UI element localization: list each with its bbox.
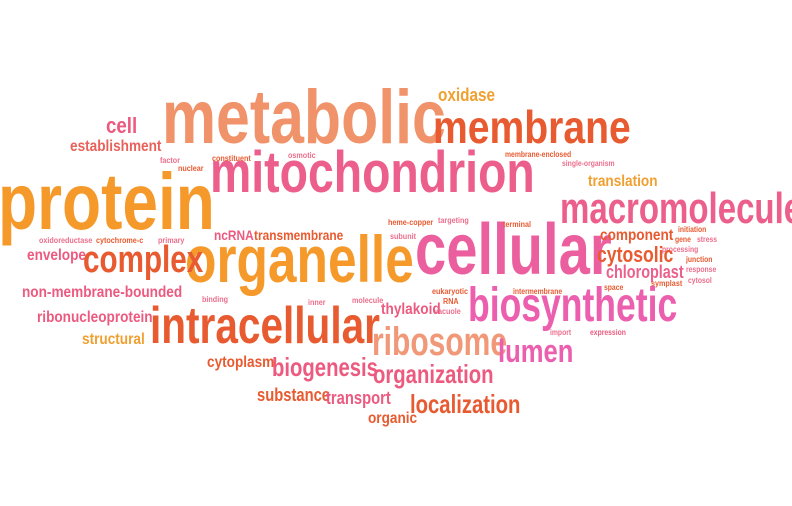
- word-inner: inner: [308, 298, 326, 307]
- word-intracellular: intracellular: [150, 297, 380, 355]
- word-translation: translation: [588, 173, 658, 190]
- word-organic: organic: [368, 410, 418, 427]
- word-envelope: envelope: [27, 247, 86, 264]
- word-single-organism: single-organism: [562, 159, 615, 168]
- word-binding: binding: [202, 295, 229, 304]
- word-factor: factor: [160, 156, 181, 165]
- word-membrane-enclosed: membrane-enclosed: [505, 150, 572, 159]
- word-membrane: membrane: [433, 101, 631, 153]
- word-osmotic: osmotic: [288, 151, 316, 160]
- word-cytosolic: cytosolic: [597, 242, 674, 267]
- word-intermembrane: intermembrane: [513, 287, 563, 296]
- word-stress: stress: [697, 235, 718, 244]
- word-junction: junction: [686, 255, 713, 264]
- word-molecule: molecule: [352, 296, 384, 305]
- word-transport: transport: [326, 388, 391, 408]
- word-structural: structural: [82, 331, 145, 348]
- word-ncrna: ncRNA: [214, 227, 254, 243]
- word-cytoplasm: cytoplasm: [207, 354, 275, 371]
- word-metabolic: metabolic: [162, 75, 446, 160]
- word-cell: cell: [106, 113, 138, 138]
- word-organization: organization: [373, 359, 494, 389]
- word-targeting: targeting: [438, 216, 469, 225]
- word-space: space: [604, 283, 624, 292]
- word-non-membrane-bounded: non-membrane-bounded: [22, 284, 183, 301]
- word-nuclear: nuclear: [178, 164, 204, 173]
- word-terminal: terminal: [503, 220, 532, 229]
- word-biogenesis: biogenesis: [272, 352, 378, 382]
- word-expression: expression: [590, 328, 626, 337]
- word-vacuole: vacuole: [434, 307, 461, 316]
- word-subunit: subunit: [390, 232, 417, 241]
- word-organelle: organelle: [185, 222, 414, 296]
- word-gene: gene: [675, 235, 691, 244]
- word-oxidase: oxidase: [438, 85, 495, 105]
- word-cytosol: cytosol: [688, 276, 712, 285]
- word-import: import: [550, 328, 572, 337]
- word-transmembrane: transmembrane: [254, 227, 344, 243]
- word-heme-copper: heme-copper: [388, 218, 434, 227]
- word-macromolecule: macromolecule: [560, 184, 792, 233]
- word-biosynthetic: biosynthetic: [468, 279, 678, 332]
- word-initiation: initiation: [678, 225, 707, 234]
- word-localization: localization: [410, 389, 521, 419]
- word-component: component: [600, 227, 674, 244]
- word-thylakoid: thylakoid: [381, 301, 441, 318]
- word-lumen: lumen: [498, 333, 574, 369]
- word-response: response: [686, 265, 717, 274]
- word-rna: RNA: [443, 297, 459, 306]
- word-oxidoreductase: oxidoreductase: [39, 236, 93, 245]
- word-complex: complex: [83, 239, 204, 281]
- word-ribosome: ribosome: [372, 320, 508, 364]
- word-eukaryotic: eukaryotic: [432, 287, 469, 296]
- word-processing: processing: [662, 245, 699, 254]
- word-substance: substance: [257, 385, 331, 405]
- word-chloroplast: chloroplast: [606, 262, 684, 282]
- word-constituent: constituent: [212, 154, 251, 163]
- word-ribonucleoprotein: ribonucleoprotein: [37, 309, 153, 326]
- word-primary: primary: [158, 236, 185, 245]
- word-establishment: establishment: [70, 138, 162, 155]
- word-symplast: symplast: [651, 279, 683, 288]
- word-cytochrome-c: cytochrome-c: [96, 236, 144, 245]
- word-protein: protein: [0, 157, 215, 246]
- word-mitochondrion: mitochondrion: [210, 140, 535, 205]
- word-cellular: cellular: [415, 210, 612, 290]
